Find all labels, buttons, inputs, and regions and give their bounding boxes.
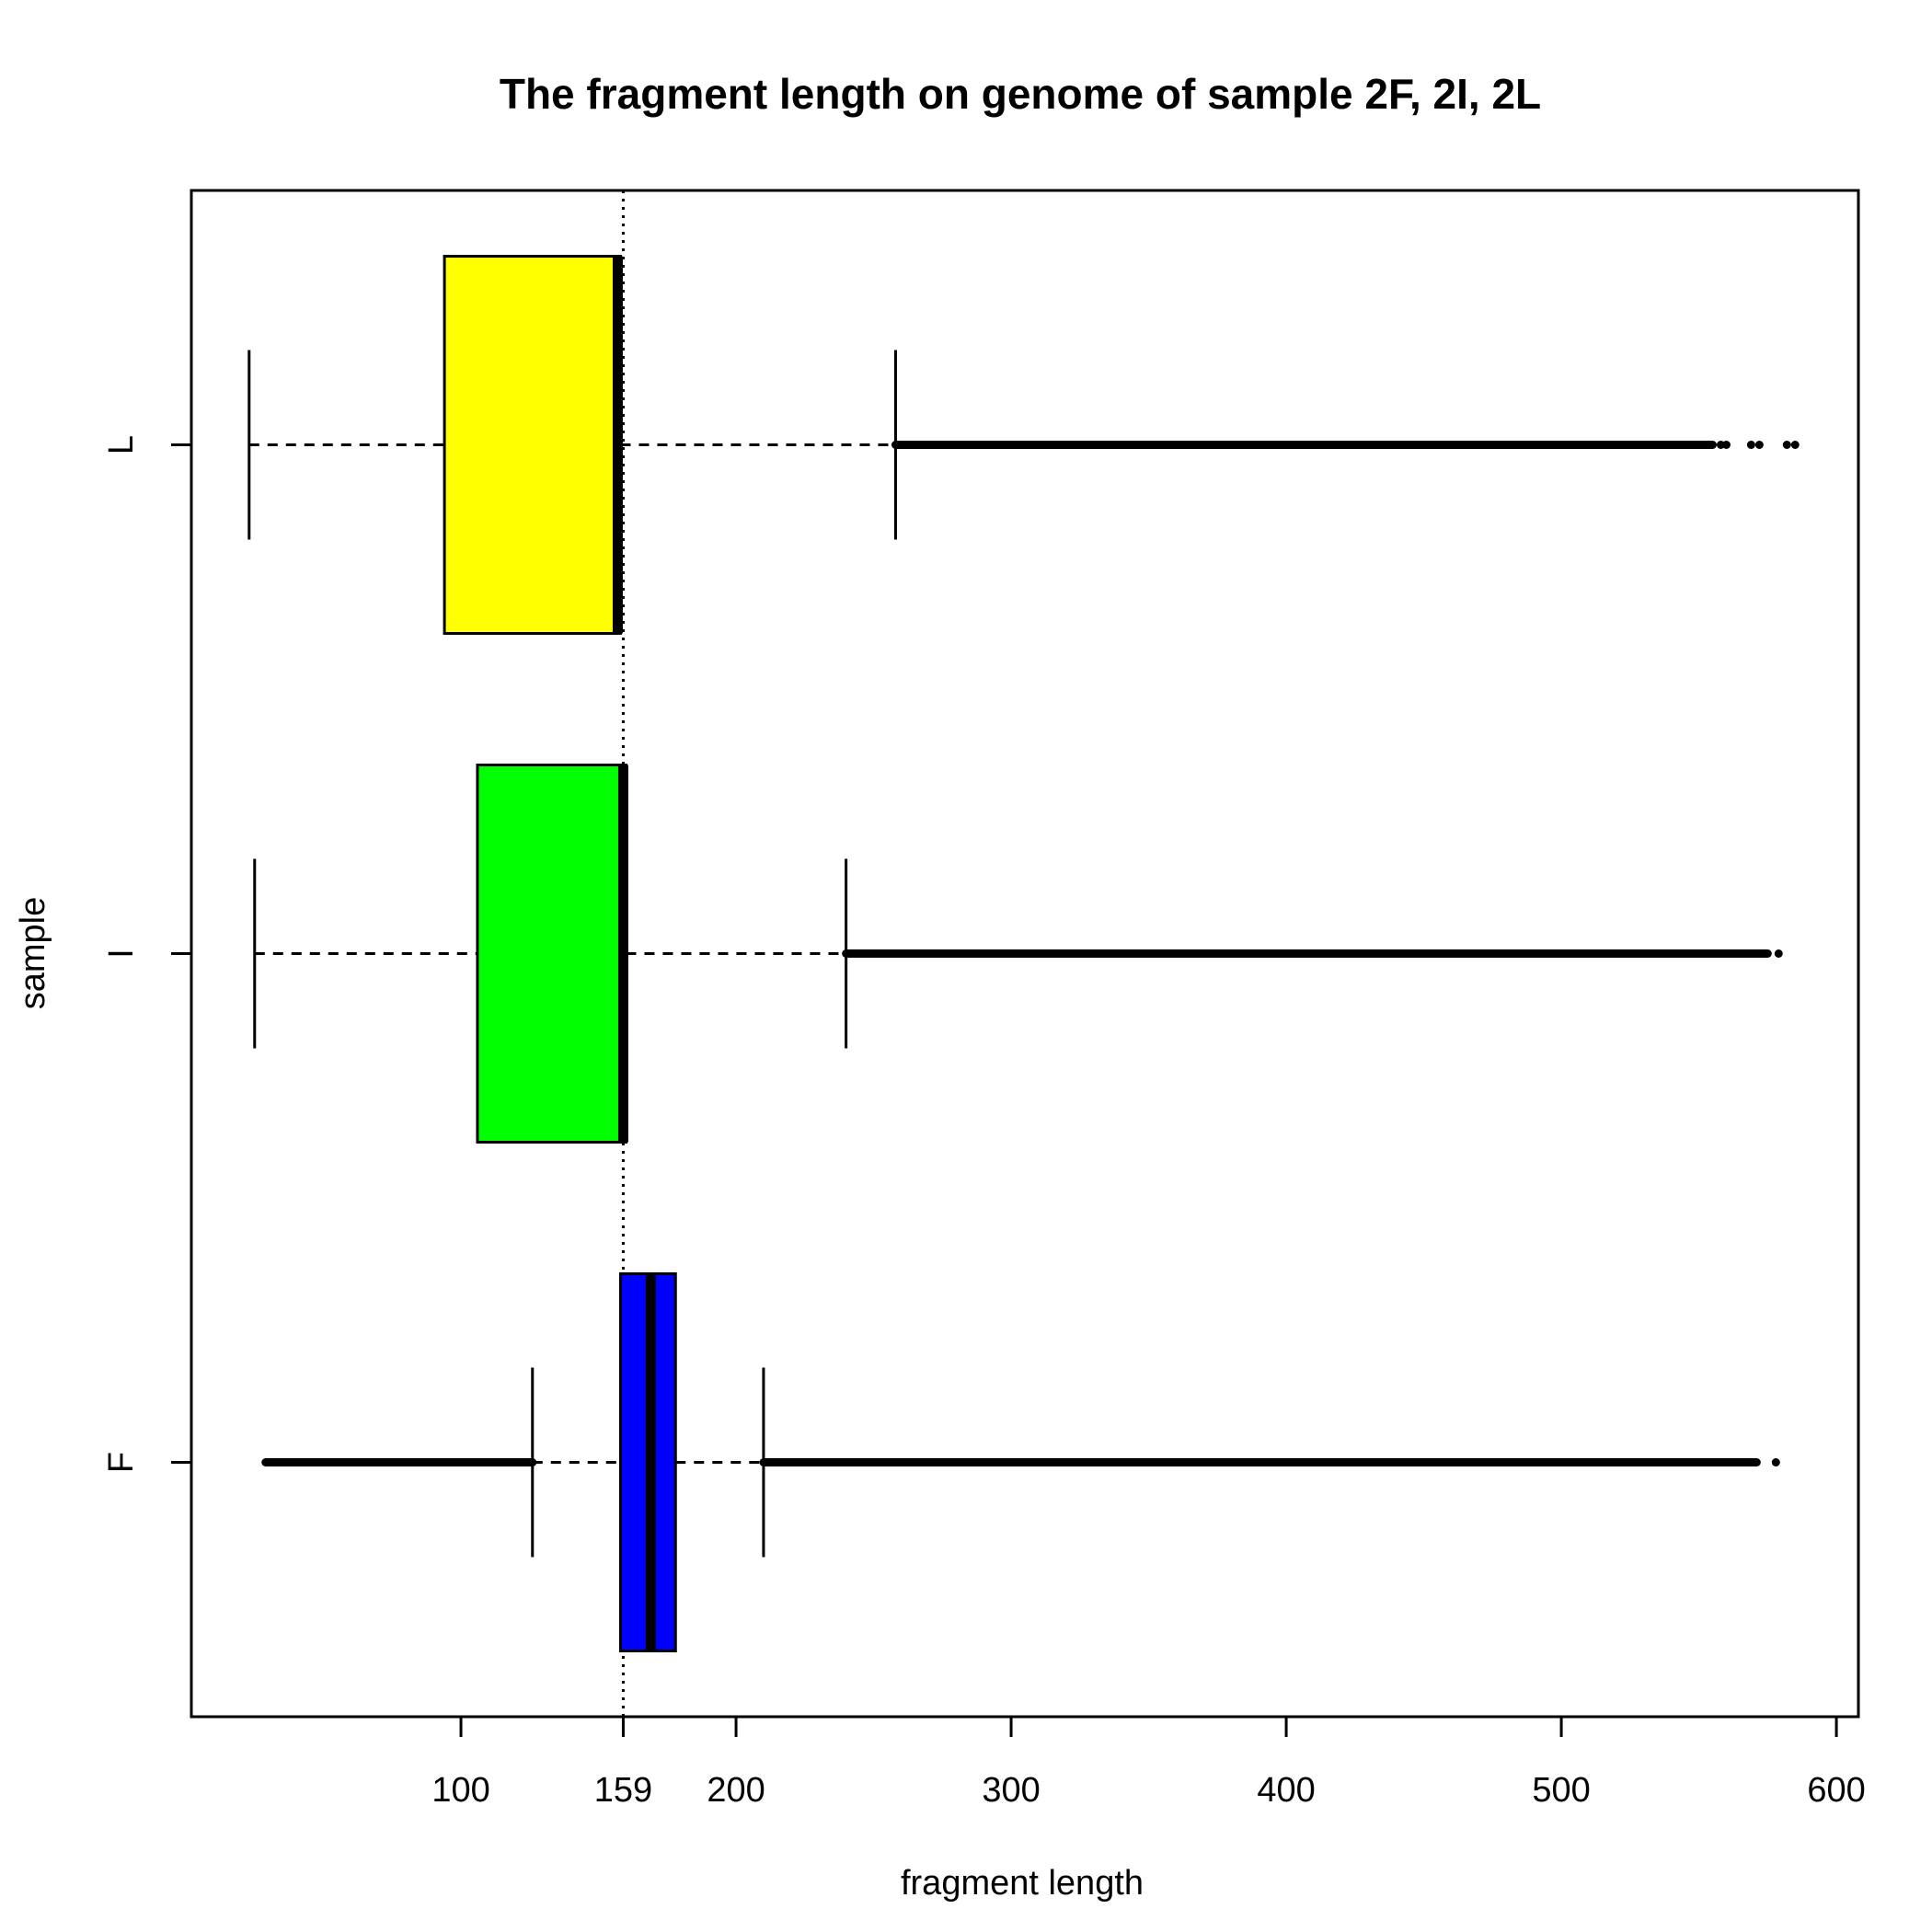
outlier-point-i-0 — [1774, 949, 1783, 958]
outlier-point-f-0 — [1771, 1458, 1780, 1466]
x-axis-label: fragment length — [901, 1864, 1144, 1903]
x-tick-label-600: 600 — [1807, 1771, 1865, 1810]
outlier-point-l-3 — [1754, 441, 1764, 449]
y-tick-label-l: L — [102, 435, 141, 454]
box-l — [443, 255, 622, 635]
y-axis-label: sample — [14, 897, 52, 1010]
x-tick-label-159: 159 — [594, 1771, 652, 1810]
x-tick-label-200: 200 — [707, 1771, 765, 1810]
x-tick-label-500: 500 — [1532, 1771, 1590, 1810]
x-tick-label-300: 300 — [982, 1771, 1040, 1810]
y-tick-label-i: I — [102, 949, 141, 959]
outlier-point-l-4 — [1782, 441, 1791, 449]
box-i — [476, 764, 627, 1144]
x-tick-label-400: 400 — [1257, 1771, 1315, 1810]
chart-title: The fragment length on genome of sample … — [500, 70, 1541, 118]
outlier-point-l-5 — [1790, 441, 1800, 449]
outlier-point-l-1 — [1721, 441, 1731, 449]
outlier-point-l-2 — [1746, 441, 1755, 449]
y-tick-label-f: F — [102, 1452, 141, 1473]
x-tick-label-100: 100 — [431, 1771, 489, 1810]
